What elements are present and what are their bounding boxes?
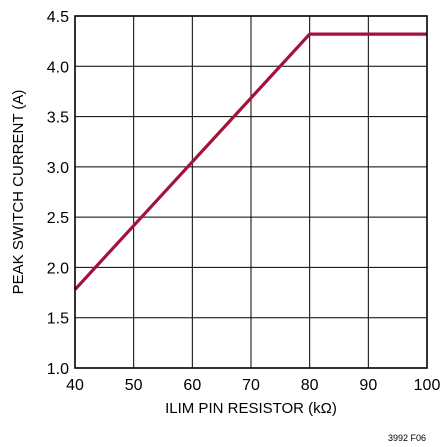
x-tick-label: 80 — [301, 377, 319, 394]
x-tick-label: 50 — [125, 377, 143, 394]
plot-frame — [74, 15, 428, 369]
series-line — [73, 32, 427, 291]
x-tick-label: 60 — [183, 377, 201, 394]
y-axis-ticks: 1.0 1.5 2.0 2.5 3.0 3.5 4.0 4.5 — [47, 9, 69, 378]
y-tick-label: 1.5 — [47, 311, 69, 328]
x-tick-label: 100 — [414, 377, 440, 394]
x-tick-label: 40 — [66, 377, 84, 394]
y-tick-label: 3.5 — [47, 110, 69, 127]
y-tick-label: 4.0 — [47, 59, 69, 76]
x-tick-label: 90 — [359, 377, 377, 394]
x-axis-ticks: 40 50 60 70 80 90 100 — [66, 377, 440, 394]
y-tick-label: 4.5 — [47, 9, 69, 26]
y-tick-label: 1.0 — [47, 361, 69, 378]
x-axis-title: ILIM PIN RESISTOR (kΩ) — [165, 400, 337, 417]
y-tick-label: 2.5 — [47, 210, 69, 227]
y-tick-label: 3.0 — [47, 160, 69, 177]
y-tick-label: 2.0 — [47, 260, 69, 277]
figure-id: 3992 F06 — [388, 433, 426, 443]
y-axis-title: PEAK SWITCH CURRENT (A) — [10, 90, 27, 295]
series-layer — [73, 32, 427, 291]
x-tick-label: 70 — [242, 377, 260, 394]
grid — [75, 16, 427, 368]
